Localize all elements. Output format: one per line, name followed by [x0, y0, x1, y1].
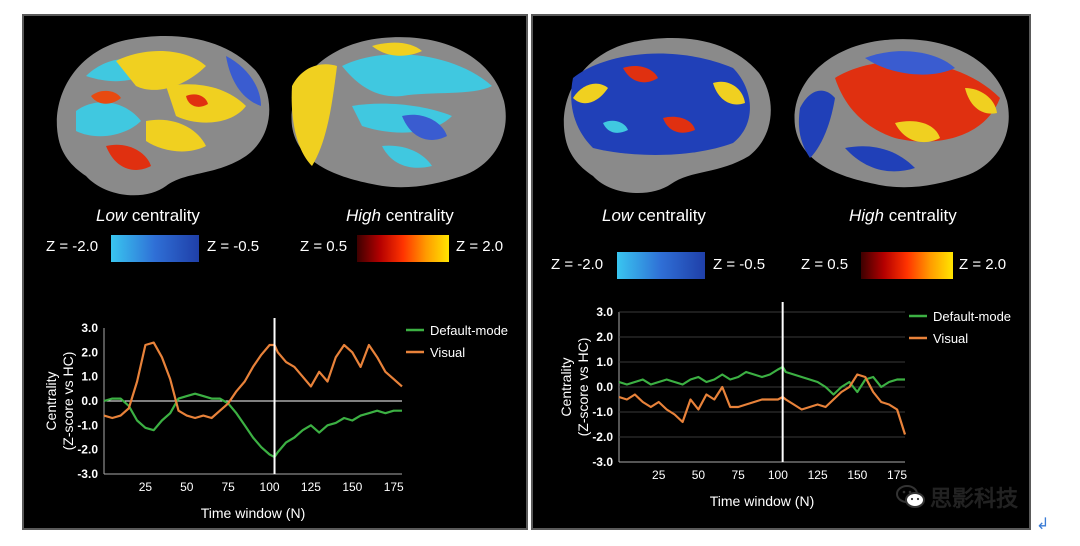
- y-tick-label: 2.0: [596, 330, 613, 344]
- y-axis-label: (Z-score vs HC): [575, 338, 591, 437]
- x-axis-label: Time window (N): [710, 493, 815, 509]
- x-tick-label: 75: [731, 468, 745, 482]
- x-tick-label: 175: [384, 480, 404, 494]
- y-axis-label: Centrality: [43, 371, 59, 430]
- panel-right: Low centrality High centrality Z = -2.0 …: [531, 14, 1031, 530]
- series-line-visual: [618, 373, 907, 435]
- x-tick-label: 125: [301, 480, 321, 494]
- y-axis-label: (Z-score vs HC): [60, 352, 76, 451]
- panel-left: Low centrality High centrality Z = -2.0 …: [22, 14, 528, 530]
- brain-medial-left: [291, 37, 506, 188]
- watermark-text: 思影科技: [930, 486, 1019, 511]
- high-colorbar: [861, 252, 953, 279]
- y-tick-label: 3.0: [81, 321, 98, 335]
- z-high-min-label: Z = 0.5: [801, 256, 849, 273]
- low-centrality-label: Low centrality: [96, 206, 200, 225]
- z-low-max-label: Z = -0.5: [207, 238, 260, 255]
- x-tick-label: 50: [180, 480, 194, 494]
- y-tick-label: 1.0: [81, 370, 98, 384]
- line-chart-right: 3.0 2.0 1.0 0.0 -1.0 -2.0 -3.0 25 50 75 100 125 150 1…: [558, 302, 1011, 509]
- y-tick-label: -2.0: [77, 443, 98, 457]
- legend-label: Default-mode: [933, 309, 1011, 324]
- y-tick-label: -1.0: [77, 418, 98, 432]
- x-tick-label: 50: [692, 468, 706, 482]
- y-tick-label: 1.0: [596, 355, 613, 369]
- low-centrality-label: Low centrality: [602, 206, 706, 225]
- brain-lateral-right: [563, 37, 771, 194]
- x-tick-label: 75: [221, 480, 235, 494]
- x-tick-label: 25: [652, 468, 666, 482]
- series-line-default-mode: [618, 365, 905, 396]
- z-low-min-label: Z = -2.0: [46, 238, 99, 255]
- y-tick-label: 0.0: [81, 394, 98, 408]
- line-chart-left: 3.0 2.0 1.0 0.0 -1.0 -2.0 -3.0 25 50 75 100 125 150 1…: [43, 318, 508, 521]
- return-symbol: ↲: [1036, 516, 1050, 533]
- z-low-min-label: Z = -2.0: [551, 256, 604, 273]
- series-line-default-mode: [103, 392, 402, 459]
- z-high-min-label: Z = 0.5: [300, 238, 348, 255]
- y-tick-label: -3.0: [77, 467, 98, 481]
- x-tick-label: 100: [260, 480, 280, 494]
- y-tick-label: -2.0: [592, 430, 613, 444]
- legend-label: Default-mode: [430, 323, 508, 338]
- legend-label: Visual: [933, 331, 968, 346]
- x-tick-label: 150: [847, 468, 867, 482]
- legend-label: Visual: [430, 345, 465, 360]
- brain-lateral-left: [56, 35, 270, 196]
- z-high-max-label: Z = 2.0: [959, 256, 1007, 273]
- y-tick-label: 3.0: [596, 305, 613, 319]
- x-tick-label: 125: [808, 468, 828, 482]
- high-colorbar: [357, 235, 449, 262]
- y-tick-label: 2.0: [81, 345, 98, 359]
- x-tick-label: 175: [887, 468, 907, 482]
- x-tick-label: 25: [139, 480, 153, 494]
- y-axis-label: Centrality: [558, 357, 574, 416]
- z-low-max-label: Z = -0.5: [713, 256, 766, 273]
- high-centrality-label: High centrality: [849, 206, 957, 225]
- series-line-visual: [103, 341, 403, 420]
- x-axis-label: Time window (N): [201, 505, 306, 521]
- z-high-max-label: Z = 2.0: [456, 238, 504, 255]
- x-tick-label: 150: [342, 480, 362, 494]
- low-colorbar: [111, 235, 199, 262]
- x-tick-label: 100: [768, 468, 788, 482]
- high-centrality-label: High centrality: [346, 206, 454, 225]
- low-colorbar: [617, 252, 705, 279]
- y-tick-label: -3.0: [592, 455, 613, 469]
- y-tick-label: 0.0: [596, 380, 613, 394]
- wechat-icon: [896, 485, 925, 508]
- brain-medial-right: [794, 39, 1009, 188]
- y-tick-label: -1.0: [592, 405, 613, 419]
